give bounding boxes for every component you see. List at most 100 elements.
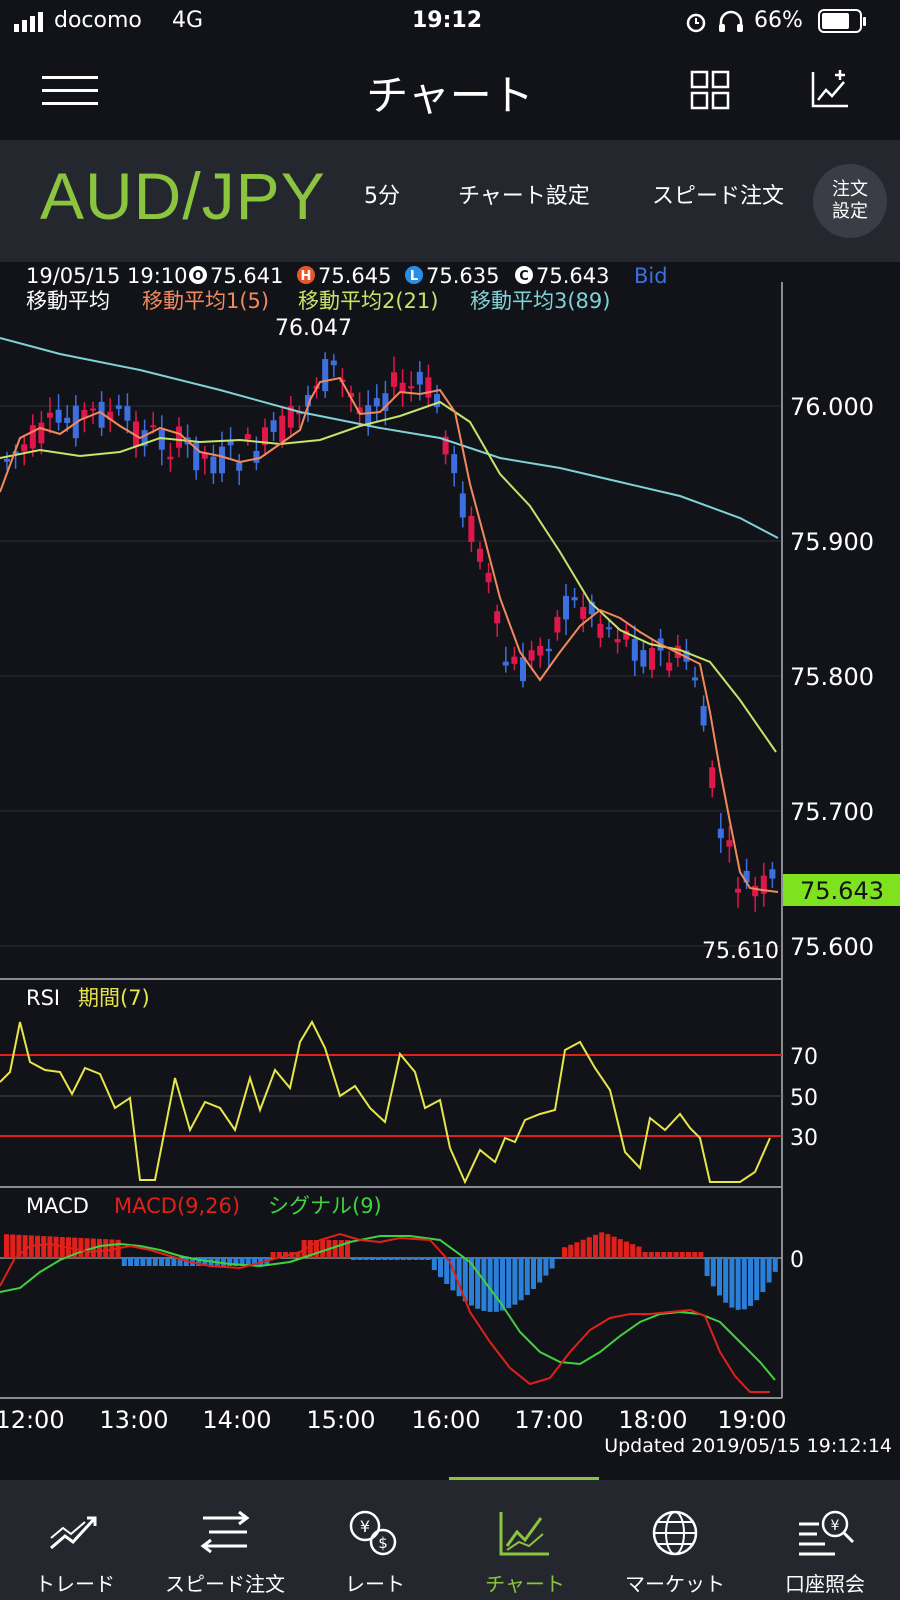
macd-bar — [59, 1236, 65, 1258]
time-label: 17:00 — [514, 1406, 583, 1434]
macd-bar — [469, 1258, 474, 1306]
candle-body — [115, 405, 122, 409]
candle-body — [769, 869, 776, 879]
tab-trade[interactable]: トレード — [0, 1480, 150, 1600]
low-icon-letter: L — [410, 269, 418, 284]
ohlc-side: Bid — [634, 264, 668, 288]
candle-body — [545, 648, 552, 652]
candle-body — [425, 377, 432, 398]
macd-bar — [196, 1258, 202, 1266]
candle-body — [649, 648, 655, 670]
chart-canvas[interactable]: 19/05/15 19:10 O 75.641 H 75.645 L 75.63… — [0, 262, 900, 1460]
candle-body — [133, 421, 139, 447]
tab-label: スピード注文 — [165, 1572, 285, 1596]
macd-bar — [531, 1258, 536, 1289]
tab-label: トレード — [35, 1572, 115, 1596]
macd-bar — [245, 1258, 251, 1266]
macd-bar — [41, 1236, 47, 1258]
active-tab-indicator — [449, 1477, 599, 1480]
tab-rate[interactable]: ¥ $ レート — [300, 1480, 450, 1600]
open-icon-letter: O — [192, 269, 203, 284]
candle-body — [408, 386, 415, 389]
candle-body — [107, 411, 114, 420]
candle-body — [571, 597, 578, 601]
candle-body — [193, 442, 200, 471]
macd-bar — [723, 1258, 729, 1303]
price-axis-label: 76.000 — [790, 393, 874, 421]
macd-bar — [314, 1240, 319, 1258]
macd-bar — [78, 1237, 84, 1258]
rsi-axis-label: 70 — [790, 1045, 818, 1070]
speed-order-button[interactable]: スピード注文 — [652, 184, 785, 209]
rsi-period: 期間(7) — [78, 986, 150, 1010]
candle-body — [21, 444, 28, 452]
macd-bar — [624, 1241, 629, 1258]
chart-add-icon[interactable] — [810, 68, 850, 110]
candle-body — [322, 358, 329, 392]
macd-bar — [264, 1258, 270, 1266]
macd-bar — [345, 1240, 350, 1258]
updated-timestamp: Updated 2019/05/15 19:12:14 — [604, 1435, 892, 1457]
app-header: チャート — [0, 44, 900, 140]
svg-text:¥: ¥ — [831, 1518, 840, 1534]
macd-bar — [748, 1258, 753, 1307]
macd-bar — [717, 1258, 722, 1296]
macd-bar — [599, 1232, 605, 1258]
macd-bar — [376, 1258, 381, 1260]
price-axis-label: 75.600 — [790, 933, 874, 961]
candle-body — [244, 434, 251, 440]
candle-body — [485, 572, 492, 583]
macd-bar — [369, 1258, 375, 1260]
order-settings-button[interactable]: 注文 設定 — [813, 164, 887, 238]
candle-body — [588, 601, 595, 615]
macd-bar — [121, 1258, 127, 1266]
signal-icon — [14, 12, 43, 32]
tab-speed-order[interactable]: スピード注文 — [150, 1480, 300, 1600]
candle-body — [47, 412, 53, 418]
order-settings-label-2: 設定 — [832, 201, 868, 222]
tab-account[interactable]: ¥ 口座照会 — [750, 1480, 900, 1600]
currency-pair[interactable]: AUD/JPY — [40, 159, 326, 233]
macd-bar — [661, 1252, 667, 1258]
macd-bar — [524, 1258, 530, 1295]
ma2-legend: 移動平均2(21) — [298, 289, 438, 313]
macd-bar — [35, 1235, 40, 1258]
candle-body — [692, 677, 698, 681]
candle-body — [623, 630, 630, 640]
candle-body — [236, 462, 243, 471]
macd-bar — [475, 1258, 481, 1309]
macd-bar — [760, 1258, 766, 1293]
tab-chart[interactable]: チャート — [450, 1480, 600, 1600]
chart-area[interactable]: 19/05/15 19:10 O 75.641 H 75.645 L 75.63… — [0, 262, 900, 1460]
macd-bar — [183, 1258, 189, 1266]
low-icon: L — [405, 266, 423, 284]
candle-body — [29, 425, 36, 449]
interval-button[interactable]: 5分 — [364, 184, 400, 209]
ohlc-close: 75.643 — [536, 264, 609, 288]
rate-icon: ¥ $ — [349, 1510, 397, 1556]
macd-bar — [431, 1258, 437, 1271]
speed-order-icon — [200, 1510, 250, 1554]
macd-bar — [642, 1252, 648, 1258]
candle-body — [511, 656, 518, 664]
current-price: 75.643 — [800, 877, 884, 905]
macd-axis-label: 0 — [790, 1248, 804, 1273]
macd-bar — [729, 1258, 735, 1308]
tab-market[interactable]: マーケット — [600, 1480, 750, 1600]
macd-bar — [655, 1252, 660, 1258]
candle-body — [64, 417, 71, 423]
ohlc-low: 75.635 — [426, 264, 499, 288]
tab-label: 口座照会 — [785, 1572, 865, 1596]
grid-icon[interactable] — [690, 70, 730, 110]
macd-bar — [128, 1258, 133, 1266]
macd-bar — [766, 1258, 772, 1283]
price-axis-label: 75.800 — [790, 663, 874, 691]
candlesticks — [4, 352, 776, 912]
hamburger-icon[interactable] — [42, 74, 98, 108]
chart-settings-button[interactable]: チャート設定 — [458, 184, 590, 209]
macd-bar — [4, 1234, 9, 1258]
macd-bar — [686, 1252, 691, 1258]
candle-body — [81, 409, 88, 419]
price-axis-label: 75.700 — [790, 798, 874, 826]
macd-bar — [772, 1258, 778, 1272]
